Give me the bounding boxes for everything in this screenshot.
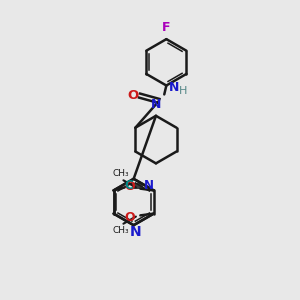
Text: CH₃: CH₃ [113,169,129,178]
Text: C: C [125,179,134,193]
Text: H: H [179,85,188,96]
Text: O: O [128,89,139,102]
Text: N: N [129,225,141,239]
Text: O: O [125,180,135,193]
Text: O: O [125,211,135,224]
Text: N: N [151,98,161,111]
Text: N: N [144,179,154,193]
Text: CH₃: CH₃ [113,226,129,235]
Text: N: N [169,81,180,94]
Text: F: F [162,21,171,34]
